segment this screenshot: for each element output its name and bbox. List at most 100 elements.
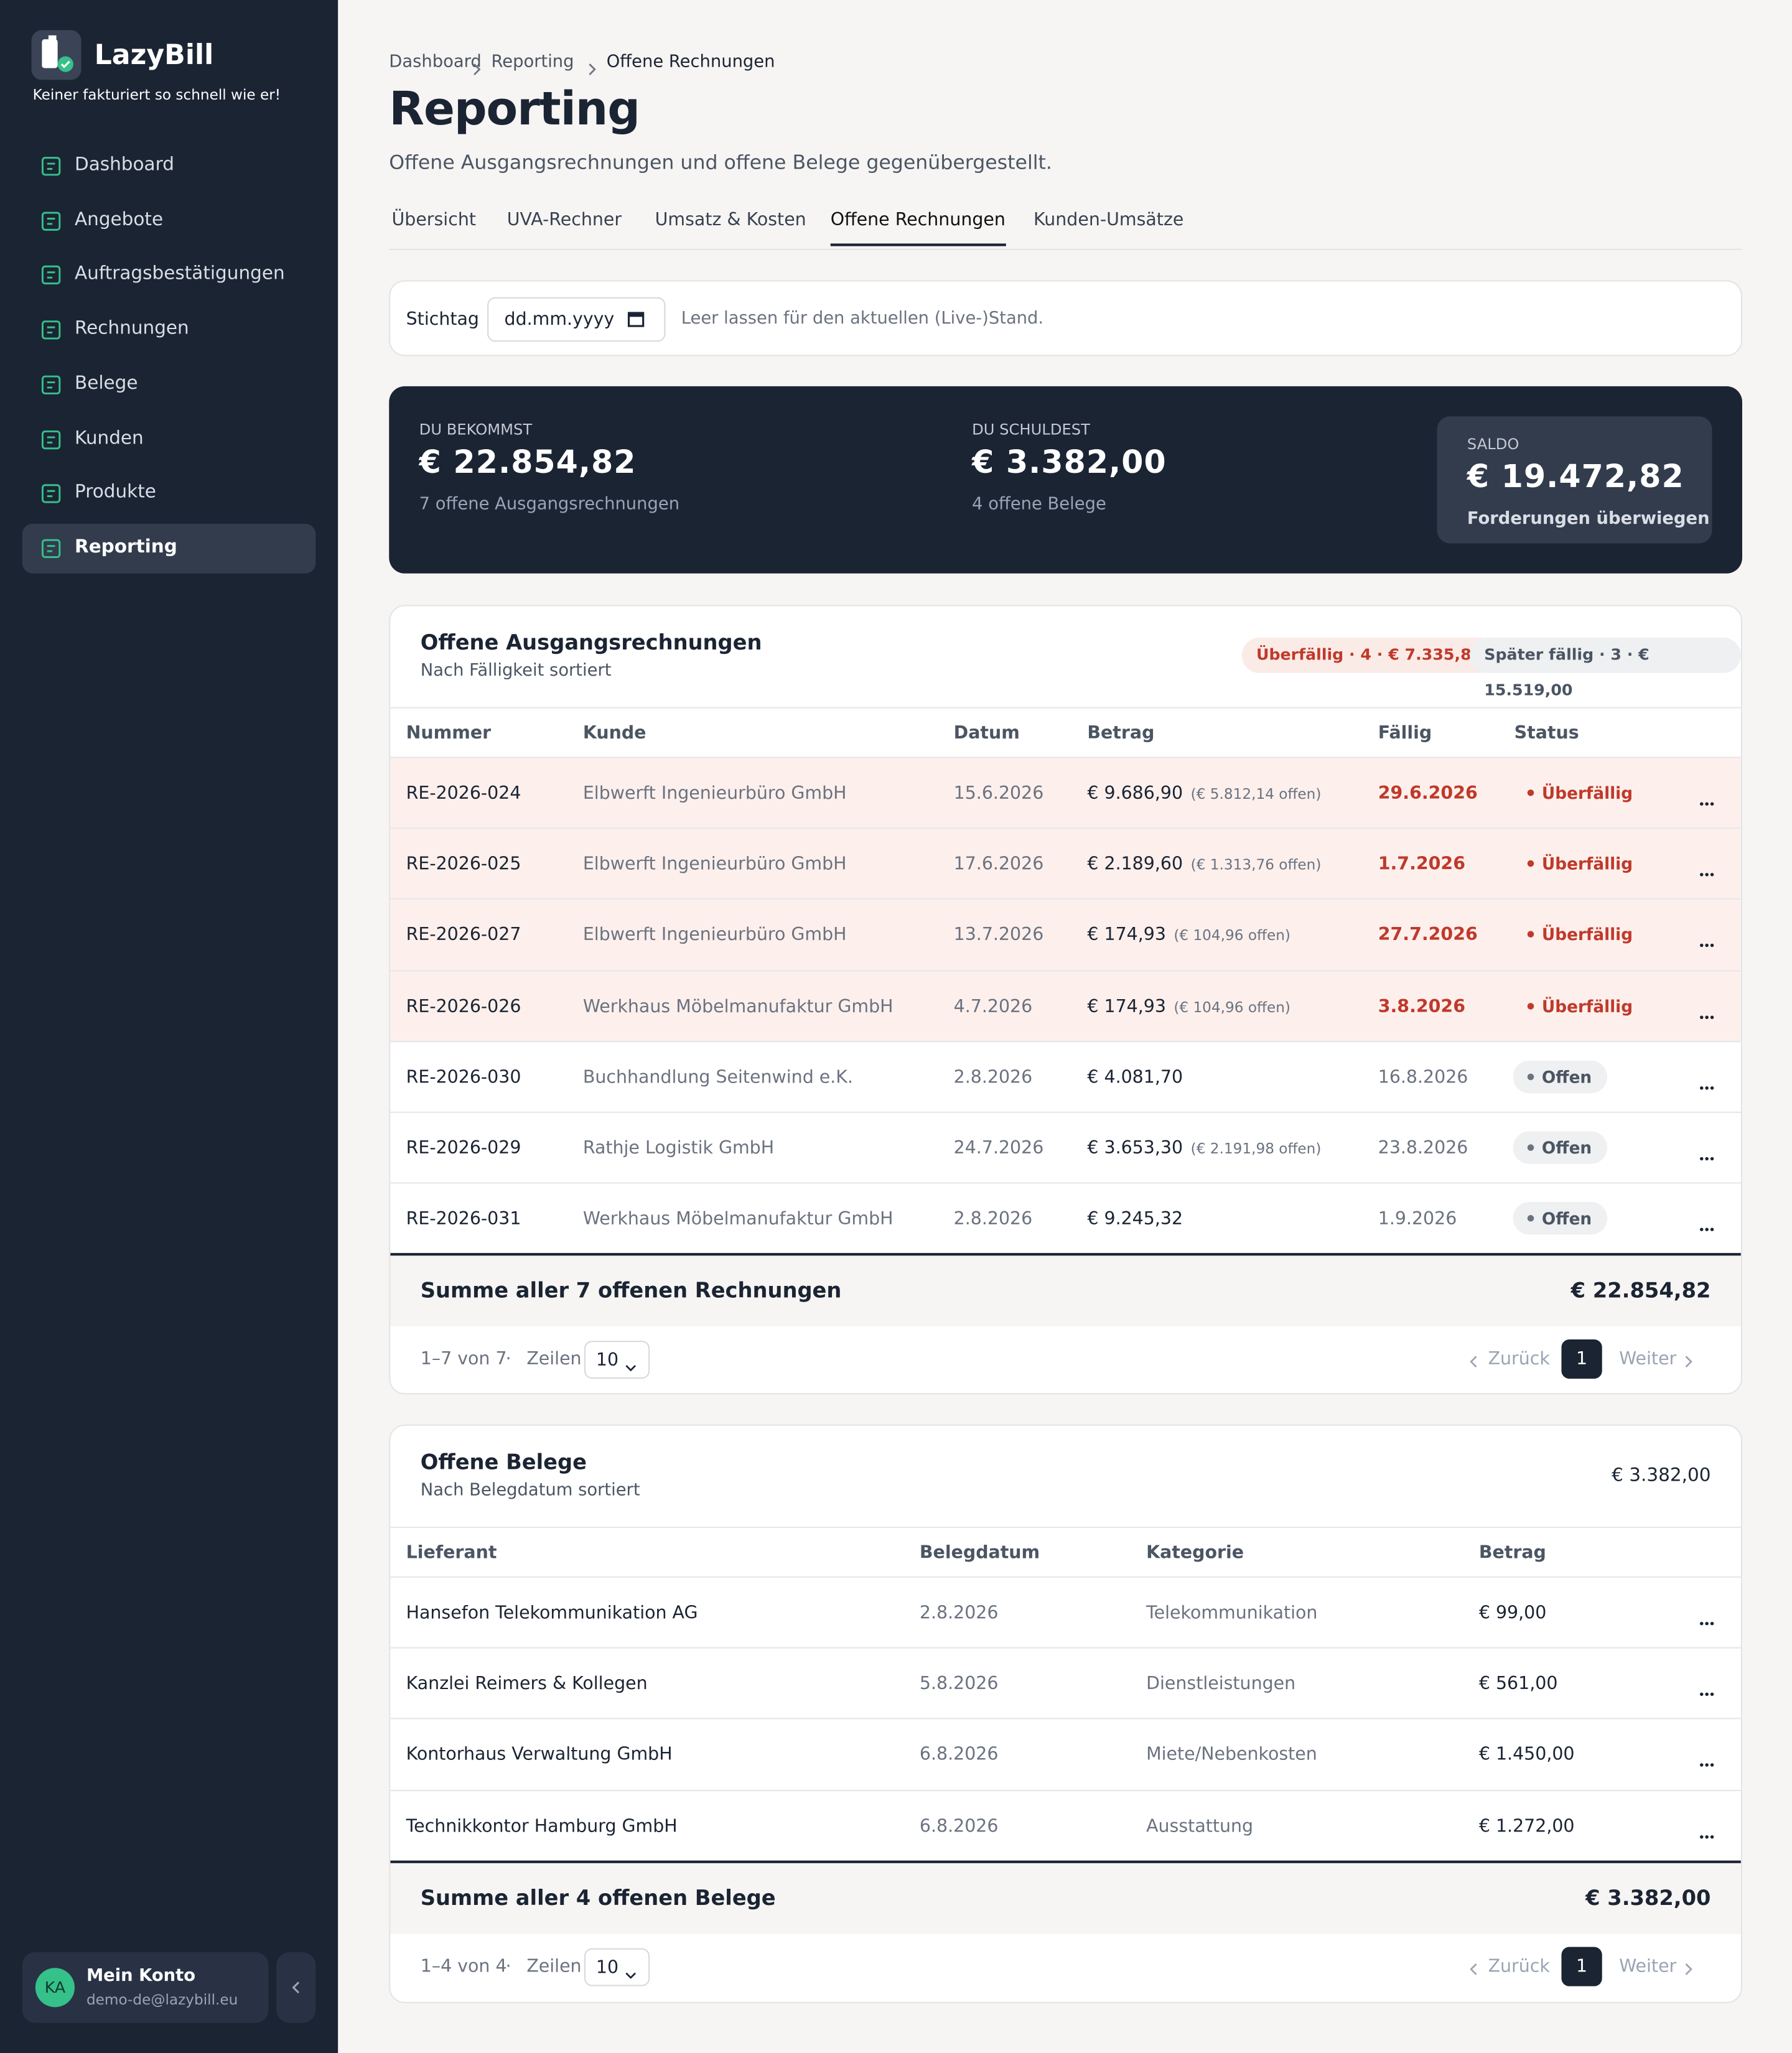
filter-label: Stichtag: [406, 309, 479, 330]
row-menu: [1699, 1217, 1715, 1238]
category: Ausstattung: [1146, 1815, 1254, 1837]
column-header: Fällig: [1378, 722, 1432, 744]
column-header: Datum: [953, 722, 1020, 744]
avatar: KA: [35, 1968, 75, 2008]
next-button[interactable]: Weiter: [1619, 1348, 1677, 1370]
amount: € 561,00: [1478, 1674, 1558, 1695]
date: 5.8.2026: [919, 1674, 999, 1695]
breadcrumb-sep: [472, 56, 482, 81]
table-header: Lieferant Belegdatum Kategorie Betrag: [390, 1526, 1741, 1578]
invoice-number: RE-2026-030: [406, 1066, 521, 1088]
invoice-row: RE-2026-025 Elbwerft Ingenieurbüro GmbH 17…: [390, 827, 1741, 900]
column-header: Betrag: [1087, 722, 1155, 744]
collapse-button[interactable]: [276, 1952, 316, 2023]
icon: [625, 1964, 637, 1985]
summary-amount: € 3.382,00: [972, 444, 1167, 481]
customer: Elbwerft Ingenieurbüro GmbH: [582, 924, 847, 946]
nav-item[interactable]: Produkte: [22, 469, 316, 519]
tagline: Keiner fakturiert so schnell wie er!: [32, 86, 281, 104]
column-header: Lieferant: [406, 1542, 497, 1563]
customer: Buchhandlung Seitenwind e.K.: [582, 1066, 853, 1088]
nav-item[interactable]: Auftragsbestätigungen: [22, 251, 316, 300]
card-title: Offene Ausgangsrechnungen: [420, 630, 762, 655]
customer: Elbwerft Ingenieurbüro GmbH: [582, 783, 847, 804]
breadcrumb-item[interactable]: Dashboard: [389, 52, 482, 72]
invoice-number: RE-2026-031: [406, 1208, 521, 1230]
logo: [31, 30, 82, 80]
column-header: Kategorie: [1146, 1542, 1244, 1563]
badge-later: Später fällig · 3 · € 15.519,00: [1470, 637, 1741, 699]
column-header: Betrag: [1478, 1542, 1546, 1563]
row-menu: [1699, 1074, 1715, 1096]
row-menu: [1699, 862, 1715, 883]
breadcrumb-item: Offene Rechnungen: [606, 52, 775, 72]
tab[interactable]: Kunden-Umsätze: [1034, 209, 1184, 231]
amount: € 1.450,00: [1478, 1744, 1575, 1766]
account[interactable]: KA Mein Konto demo-de@lazybill.eu: [22, 1952, 269, 2023]
invoice-number: RE-2026-029: [406, 1137, 521, 1159]
rows-select[interactable]: 10: [584, 1948, 650, 1986]
icon: [1684, 1960, 1694, 1981]
status-pill: Überfällig: [1513, 847, 1649, 880]
status-pill: Offen: [1513, 1202, 1608, 1236]
status-pill: Offen: [1513, 1131, 1608, 1164]
status-pill: Überfällig: [1513, 989, 1649, 1022]
dot-sep: ·: [505, 1348, 511, 1370]
amount: € 2.189,60: [1087, 854, 1183, 875]
rows-select[interactable]: 10: [584, 1341, 650, 1379]
nav-item[interactable]: Rechnungen: [22, 305, 316, 355]
date-placeholder: dd.mm.yyyy: [504, 309, 615, 330]
row-menu: [1699, 1146, 1715, 1167]
receipt-row: Technikkontor Hamburg GmbH 6.8.2026 Aussta…: [390, 1789, 1741, 1861]
nav-item[interactable]: Belege: [22, 360, 316, 409]
badge-overdue: Überfällig · 4 · € 7.335,82: [1241, 637, 1497, 673]
card-subtitle: Nach Fälligkeit sortiert: [420, 661, 612, 681]
prev-button[interactable]: Zurück: [1488, 1956, 1550, 1977]
row-menu: [1699, 1003, 1715, 1025]
total-row: Summe aller 7 offenen Rechnungen € 22.854…: [390, 1253, 1741, 1326]
amount: € 9.245,32: [1087, 1208, 1183, 1230]
invoice-number: RE-2026-027: [406, 924, 521, 946]
summary-amount: € 22.854,82: [419, 444, 637, 481]
prev-button[interactable]: Zurück: [1488, 1348, 1550, 1370]
tab[interactable]: Übersicht: [391, 209, 476, 231]
calendar-icon: [627, 312, 645, 327]
nav-item[interactable]: Dashboard: [22, 141, 316, 191]
customer: Werkhaus Möbelmanufaktur GmbH: [582, 1208, 894, 1230]
page-number[interactable]: 1: [1561, 1339, 1602, 1379]
nav-label: Angebote: [74, 209, 164, 230]
nav-item[interactable]: Kunden: [22, 414, 316, 464]
nav-label: Reporting: [74, 536, 177, 558]
open-amount: (€ 104,96 offen): [1174, 998, 1290, 1016]
pagination: 1–7 von 7 · Zeilen 10 Zurück 1 Weiter: [390, 1324, 1741, 1394]
summary-label: SALDO: [1467, 434, 1519, 454]
summary-note: 4 offene Belege: [972, 495, 1106, 515]
due-date: 29.6.2026: [1378, 783, 1478, 804]
next-button[interactable]: Weiter: [1619, 1956, 1677, 1977]
nav-label: Rechnungen: [74, 318, 189, 340]
tab[interactable]: Umsatz & Kosten: [655, 209, 806, 231]
tab[interactable]: UVA-Rechner: [506, 209, 622, 231]
amount: € 174,93: [1087, 924, 1166, 946]
due-date: 16.8.2026: [1378, 1066, 1468, 1088]
amount: € 4.081,70: [1087, 1066, 1183, 1088]
icon: [1684, 1352, 1694, 1374]
amount: € 174,93: [1087, 995, 1166, 1017]
page-number[interactable]: 1: [1561, 1947, 1602, 1986]
date-input[interactable]: dd.mm.yyyy: [487, 297, 666, 342]
breadcrumb-item[interactable]: Reporting: [491, 52, 574, 72]
invoice-row: RE-2026-031 Werkhaus Möbelmanufaktur GmbH…: [390, 1182, 1741, 1255]
invoice-number: RE-2026-024: [406, 783, 521, 804]
date: 24.7.2026: [953, 1137, 1044, 1159]
amount: € 1.272,00: [1478, 1815, 1575, 1837]
nav-item[interactable]: Reporting: [22, 523, 316, 574]
filter-card: Stichtag dd.mm.yyyy Leer lassen für den …: [389, 280, 1742, 356]
category: Miete/Nebenkosten: [1146, 1744, 1317, 1766]
total-label: Summe aller 7 offenen Rechnungen: [420, 1278, 842, 1303]
breadcrumb-sep: [587, 56, 597, 81]
summary-label: DU SCHULDEST: [972, 420, 1090, 439]
nav-label: Kunden: [74, 427, 144, 449]
tab[interactable]: Offene Rechnungen: [830, 210, 1006, 246]
nav-item[interactable]: Angebote: [22, 196, 316, 246]
